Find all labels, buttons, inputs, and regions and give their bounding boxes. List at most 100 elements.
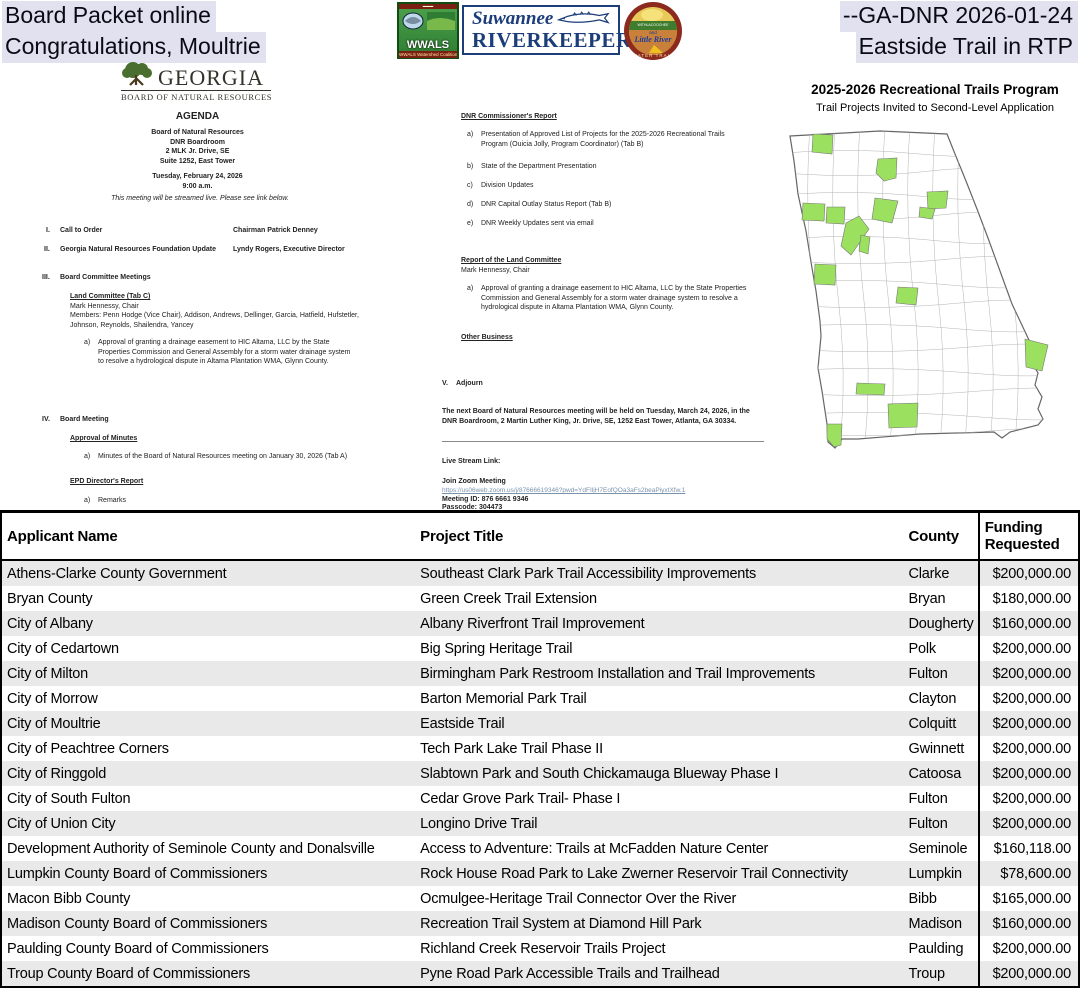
agenda-item-2-speaker: Lyndy Rogers, Executive Director bbox=[233, 246, 345, 253]
county-bibb bbox=[895, 286, 919, 306]
riverkeeper-line2: RIVERKEEPER® bbox=[472, 28, 648, 52]
banner-left-line2: Congratulations, Moultrie bbox=[2, 32, 266, 63]
commissioner-item-c-text: Division Updates bbox=[481, 182, 534, 189]
minutes-heading: Approval of Minutes bbox=[70, 435, 138, 442]
table-row: Macon Bibb County Ocmulgee-Heritage Trail… bbox=[1, 886, 1079, 911]
zoom-passcode: Passcode: 304473 bbox=[442, 504, 503, 511]
county-clayton bbox=[858, 234, 871, 255]
next-meeting-notice: The next Board of Natural Resources meet… bbox=[442, 408, 750, 425]
watertrail-name: Little River bbox=[634, 35, 672, 44]
agenda-title: AGENDA bbox=[175, 111, 220, 122]
table-row: City of Albany Albany Riverfront Trail Im… bbox=[1, 611, 1079, 636]
agenda-stream-note: This meeting will be streamed live. Plea… bbox=[111, 195, 289, 202]
agenda-address: Board of Natural Resources DNR Boardroom… bbox=[151, 129, 244, 165]
highlighted-counties bbox=[801, 133, 1049, 448]
land-report-chair: Mark Hennessy, Chair bbox=[461, 266, 530, 274]
banner-right-line1: --GA-DNR 2026-01-24 bbox=[839, 1, 1078, 32]
join-zoom-label: Join Zoom Meeting bbox=[442, 478, 506, 485]
watertrail-and: and bbox=[649, 30, 657, 35]
other-business-heading: Other Business bbox=[461, 334, 513, 341]
county-clarke bbox=[918, 206, 936, 220]
header-project-title: Project Title bbox=[415, 511, 904, 560]
table-row: City of Union City Longino Drive Trail Ful… bbox=[1, 811, 1079, 836]
commissioner-item-d-text: DNR Capital Outlay Status Report (Tab B) bbox=[481, 201, 612, 208]
county-lumpkin bbox=[875, 157, 898, 182]
zoom-meeting-id: Meeting ID: 876 6661 9346 bbox=[442, 495, 529, 503]
agenda-item-1-speaker: Chairman Patrick Denney bbox=[233, 227, 318, 234]
county-gwinnett bbox=[871, 197, 899, 224]
commissioner-item-e-text: DNR Weekly Updates sent via email bbox=[481, 220, 594, 227]
kayak-icon bbox=[649, 45, 663, 53]
funding-table: Applicant Name Project Title County Fund… bbox=[0, 510, 1080, 988]
county-dougherty bbox=[855, 382, 886, 396]
rtp-title: 2025-2026 Recreational Trails Program bbox=[811, 82, 1059, 97]
county-paulding bbox=[825, 206, 846, 225]
county-colquitt bbox=[887, 402, 919, 429]
banner-right-line2: Eastside Trail in RTP bbox=[855, 32, 1078, 63]
minutes-item-text: Minutes of the Board of Natural Resource… bbox=[98, 453, 348, 460]
logo-subtitle: BOARD OF NATURAL RESOURCES bbox=[121, 92, 273, 102]
commissioner-item-a-text: Presentation of Approved List of Project… bbox=[481, 131, 725, 148]
banner-right-text: --GA-DNR 2026-01-24 Eastside Trail in RT… bbox=[839, 1, 1078, 63]
sturgeon-fish-icon bbox=[557, 11, 611, 24]
land-report-item-label: a) bbox=[467, 285, 474, 292]
table-row: City of Milton Birmingham Park Restroom I… bbox=[1, 661, 1079, 686]
sun-icon bbox=[641, 9, 663, 21]
land-item-text: Approval of granting a drainage easement… bbox=[98, 339, 351, 365]
commissioner-item-e-label: e) bbox=[467, 220, 474, 227]
county-bryan bbox=[1024, 338, 1049, 372]
georgia-bonr-logo: GEORGIA BOARD OF NATURAL RESOURCES bbox=[121, 61, 273, 106]
table-row: Paulding County Board of Commissioners Ri… bbox=[1, 936, 1079, 961]
wwals-logo: ▬▬▬ WWALS WWALS Watershed Coalition bbox=[397, 2, 459, 59]
land-report-heading: Report of the Land Committee bbox=[461, 257, 562, 264]
table-row: City of Cedartown Big Spring Heritage Tra… bbox=[1, 636, 1079, 661]
land-committee-members: Members: Penn Hodge (Vice Chair), Addiso… bbox=[70, 312, 359, 329]
land-committee-chair: Mark Hennessy, Chair bbox=[70, 302, 139, 310]
county-catoosa bbox=[811, 133, 834, 155]
top-banner: Board Packet online Congratulations, Mou… bbox=[0, 0, 1080, 63]
riverkeeper-line1: Suwannee bbox=[472, 8, 554, 29]
header-funding-requested: Funding Requested bbox=[977, 511, 1079, 560]
table-row: City of Ringgold Slabtown Park and South … bbox=[1, 761, 1079, 786]
divider-line bbox=[442, 441, 764, 442]
epd-item-text: Remarks bbox=[98, 497, 127, 504]
header-county: County bbox=[903, 511, 979, 560]
oak-tree-icon bbox=[122, 62, 152, 86]
watertrail-top-band: WITHLACOOCHEE bbox=[629, 21, 677, 30]
wwals-art bbox=[402, 12, 455, 30]
zoom-meeting-link[interactable]: https://us06web.zoom.us/j/87666619346?pw… bbox=[442, 487, 686, 494]
table-row: Lumpkin County Board of Commissioners Roc… bbox=[1, 861, 1079, 886]
table-row: Troup County Board of Commissioners Pyne … bbox=[1, 961, 1079, 987]
commissioner-item-c-label: c) bbox=[467, 182, 473, 189]
banner-left-text: Board Packet online Congratulations, Mou… bbox=[2, 1, 266, 63]
header-applicant-name: Applicant Name bbox=[1, 511, 416, 560]
riverkeeper-logo: Suwannee RIVERKEEPER® bbox=[462, 5, 648, 55]
rtp-subtitle: Trail Projects Invited to Second-Level A… bbox=[815, 102, 1055, 114]
agenda-item-2: II. Georgia Natural Resources Foundation… bbox=[44, 246, 345, 253]
table-row: Development Authority of Seminole County… bbox=[1, 836, 1079, 861]
commissioner-item-b-label: b) bbox=[467, 163, 474, 170]
table-row: City of Peachtree Corners Tech Park Lake … bbox=[1, 736, 1079, 761]
county-madison bbox=[926, 190, 949, 210]
epd-item-label: a) bbox=[84, 497, 91, 504]
table-row: City of Moultrie Eastside Trail Colquitt $2… bbox=[1, 711, 1079, 736]
table-header-row: Applicant Name Project Title County Fund… bbox=[1, 511, 1079, 560]
table-row: City of South Fulton Cedar Grove Park Tra… bbox=[1, 786, 1079, 811]
agenda-datetime: Tuesday, February 24, 2026 9:00 a.m. bbox=[152, 173, 243, 190]
land-committee-heading: Land Committee (Tab C) bbox=[70, 293, 151, 300]
wwals-name: WWALS bbox=[406, 39, 450, 51]
epd-heading: EPD Director's Report bbox=[70, 478, 144, 485]
banner-left-line1: Board Packet online bbox=[2, 1, 216, 32]
county-seminole bbox=[826, 423, 843, 448]
agenda-item-3: III. Board Committee Meetings bbox=[42, 274, 151, 281]
land-report-item-text: Approval of granting a drainage easement… bbox=[481, 285, 747, 311]
commissioner-item-a-label: a) bbox=[467, 131, 474, 138]
table-row: Madison County Board of Commissioners Rec… bbox=[1, 911, 1079, 936]
watertrail-bottom: WATER TRAIL bbox=[632, 53, 674, 58]
watertrail-logo: WITHLACOOCHEE and Little River WATER TRA… bbox=[624, 2, 682, 60]
agenda-item-4: IV. Board Meeting bbox=[42, 416, 109, 423]
adjourn-item: V. Adjourn bbox=[442, 380, 483, 387]
agenda-item-1: I. Call to Order Chairman Patrick Denney bbox=[46, 227, 318, 234]
georgia-county-map bbox=[789, 130, 1049, 449]
wwals-sub: WWALS Watershed Coalition bbox=[399, 51, 457, 58]
